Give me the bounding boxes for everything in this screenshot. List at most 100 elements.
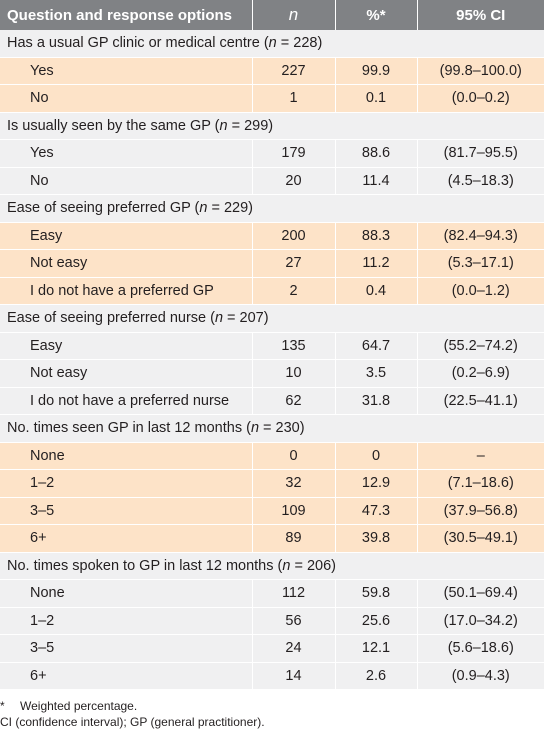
ci-cell: (37.9–56.8) <box>417 497 544 525</box>
section-title: No. times spoken to GP in last 12 months… <box>0 552 544 580</box>
count-cell: 14 <box>252 662 336 690</box>
percent-cell: 47.3 <box>335 497 418 525</box>
section-header-row: Has a usual GP clinic or medical centre … <box>0 30 544 58</box>
count-cell: 200 <box>252 222 336 250</box>
section-header-row: Ease of seeing preferred nurse (n = 207) <box>0 304 544 333</box>
section-title: Has a usual GP clinic or medical centre … <box>0 30 544 58</box>
table-row: No 1 0.1 (0.0–0.2) <box>0 84 544 113</box>
response-option: 6+ <box>0 662 253 690</box>
response-option: 3–5 <box>0 497 253 525</box>
percent-cell: 0.1 <box>335 84 418 113</box>
response-option: 3–5 <box>0 634 253 663</box>
section-n-value: = 299) <box>227 117 274 134</box>
response-option: Easy <box>0 222 253 250</box>
table-row: Easy 200 88.3 (82.4–94.3) <box>0 222 544 250</box>
percent-cell: 12.9 <box>335 469 418 498</box>
percent-cell: 64.7 <box>335 332 418 360</box>
count-cell: 109 <box>252 497 336 525</box>
count-cell: 112 <box>252 579 336 608</box>
table-header-row: Question and response options n %* 95% C… <box>0 0 544 30</box>
percent-cell: 59.8 <box>335 579 418 608</box>
section-n-value: = 228) <box>276 35 323 52</box>
section-title-text: No. times spoken to GP in last 12 months… <box>7 557 283 574</box>
ci-cell: (99.8–100.0) <box>417 57 544 85</box>
footnote-text: Weighted percentage. <box>20 699 138 713</box>
header-n: n <box>252 0 336 30</box>
header-percent: %* <box>335 0 418 30</box>
count-cell: 227 <box>252 57 336 85</box>
section-header-row: Ease of seeing preferred GP (n = 229) <box>0 194 544 223</box>
table-row: Yes 179 88.6 (81.7–95.5) <box>0 139 544 168</box>
table-row: None 112 59.8 (50.1–69.4) <box>0 579 544 608</box>
table-row: 6+ 14 2.6 (0.9–4.3) <box>0 662 544 690</box>
ci-cell: (50.1–69.4) <box>417 579 544 608</box>
ci-cell: (0.0–0.2) <box>417 84 544 113</box>
response-option: No <box>0 84 253 113</box>
ci-cell: (0.0–1.2) <box>417 277 544 305</box>
percent-cell: 88.6 <box>335 139 418 168</box>
ci-cell: (5.6–18.6) <box>417 634 544 663</box>
header-question: Question and response options <box>0 0 253 30</box>
response-option: Yes <box>0 57 253 85</box>
section-n-symbol: n <box>268 35 277 52</box>
table-row: I do not have a preferred nurse 62 31.8 (22… <box>0 387 544 415</box>
section-n-value: = 207) <box>223 310 269 327</box>
section-n-symbol: n <box>214 310 224 327</box>
ci-cell: (82.4–94.3) <box>417 222 544 250</box>
ci-cell: (17.0–34.2) <box>417 607 544 635</box>
count-cell: 179 <box>252 139 336 168</box>
section-title: No. times seen GP in last 12 months (n =… <box>0 414 544 443</box>
percent-cell: 31.8 <box>335 387 418 415</box>
ci-cell: (22.5–41.1) <box>417 387 544 415</box>
section-n-symbol: n <box>282 557 291 574</box>
count-cell: 135 <box>252 332 336 360</box>
section-title-text: No. times seen GP in last 12 months ( <box>7 420 251 437</box>
count-cell: 24 <box>252 634 336 663</box>
ci-cell: (81.7–95.5) <box>417 139 544 168</box>
response-option: I do not have a preferred nurse <box>0 387 253 415</box>
table-row: I do not have a preferred GP 2 0.4 (0.0–1.2… <box>0 277 544 305</box>
table-row: 1–2 32 12.9 (7.1–18.6) <box>0 469 544 498</box>
response-option: 1–2 <box>0 607 253 635</box>
table-row: 3–5 109 47.3 (37.9–56.8) <box>0 497 544 525</box>
table-body: Has a usual GP clinic or medical centre … <box>0 30 544 690</box>
percent-cell: 2.6 <box>335 662 418 690</box>
section-n-symbol: n <box>199 200 208 217</box>
count-cell: 62 <box>252 387 336 415</box>
table-footer: * Weighted percentage. CI (confidence int… <box>0 698 544 730</box>
percent-cell: 88.3 <box>335 222 418 250</box>
section-title-text: Ease of seeing preferred GP ( <box>7 200 200 217</box>
footnote-marker: * <box>0 699 5 713</box>
percent-cell: 0 <box>335 442 418 470</box>
section-header-row: No. times seen GP in last 12 months (n =… <box>0 414 544 443</box>
count-cell: 27 <box>252 249 336 278</box>
response-option: 6+ <box>0 524 253 553</box>
section-n-value: = 229) <box>207 200 253 217</box>
footnote-abbreviations: CI (confidence interval); GP (general pr… <box>0 715 265 729</box>
response-option: None <box>0 579 253 608</box>
count-cell: 1 <box>252 84 336 113</box>
section-title: Is usually seen by the same GP (n = 299) <box>0 112 544 140</box>
percent-cell: 39.8 <box>335 524 418 553</box>
percent-cell: 25.6 <box>335 607 418 635</box>
table-row: Yes 227 99.9 (99.8–100.0) <box>0 57 544 85</box>
response-option: Easy <box>0 332 253 360</box>
percent-cell: 11.2 <box>335 249 418 278</box>
ci-cell: – <box>417 442 544 470</box>
table-row: 3–5 24 12.1 (5.6–18.6) <box>0 634 544 663</box>
count-cell: 10 <box>252 359 336 388</box>
count-cell: 32 <box>252 469 336 498</box>
section-n-value: = 230) <box>259 420 305 437</box>
percent-cell: 11.4 <box>335 167 418 195</box>
response-option: Not easy <box>0 359 253 388</box>
ci-cell: (55.2–74.2) <box>417 332 544 360</box>
response-option: No <box>0 167 253 195</box>
section-n-value: = 206) <box>290 557 336 574</box>
section-title-text: Has a usual GP clinic or medical centre … <box>7 35 269 52</box>
count-cell: 20 <box>252 167 336 195</box>
ci-cell: (0.9–4.3) <box>417 662 544 690</box>
table-row: Not easy 27 11.2 (5.3–17.1) <box>0 249 544 278</box>
table-row: 1–2 56 25.6 (17.0–34.2) <box>0 607 544 635</box>
section-header-row: Is usually seen by the same GP (n = 299) <box>0 112 544 140</box>
response-option: Yes <box>0 139 253 168</box>
